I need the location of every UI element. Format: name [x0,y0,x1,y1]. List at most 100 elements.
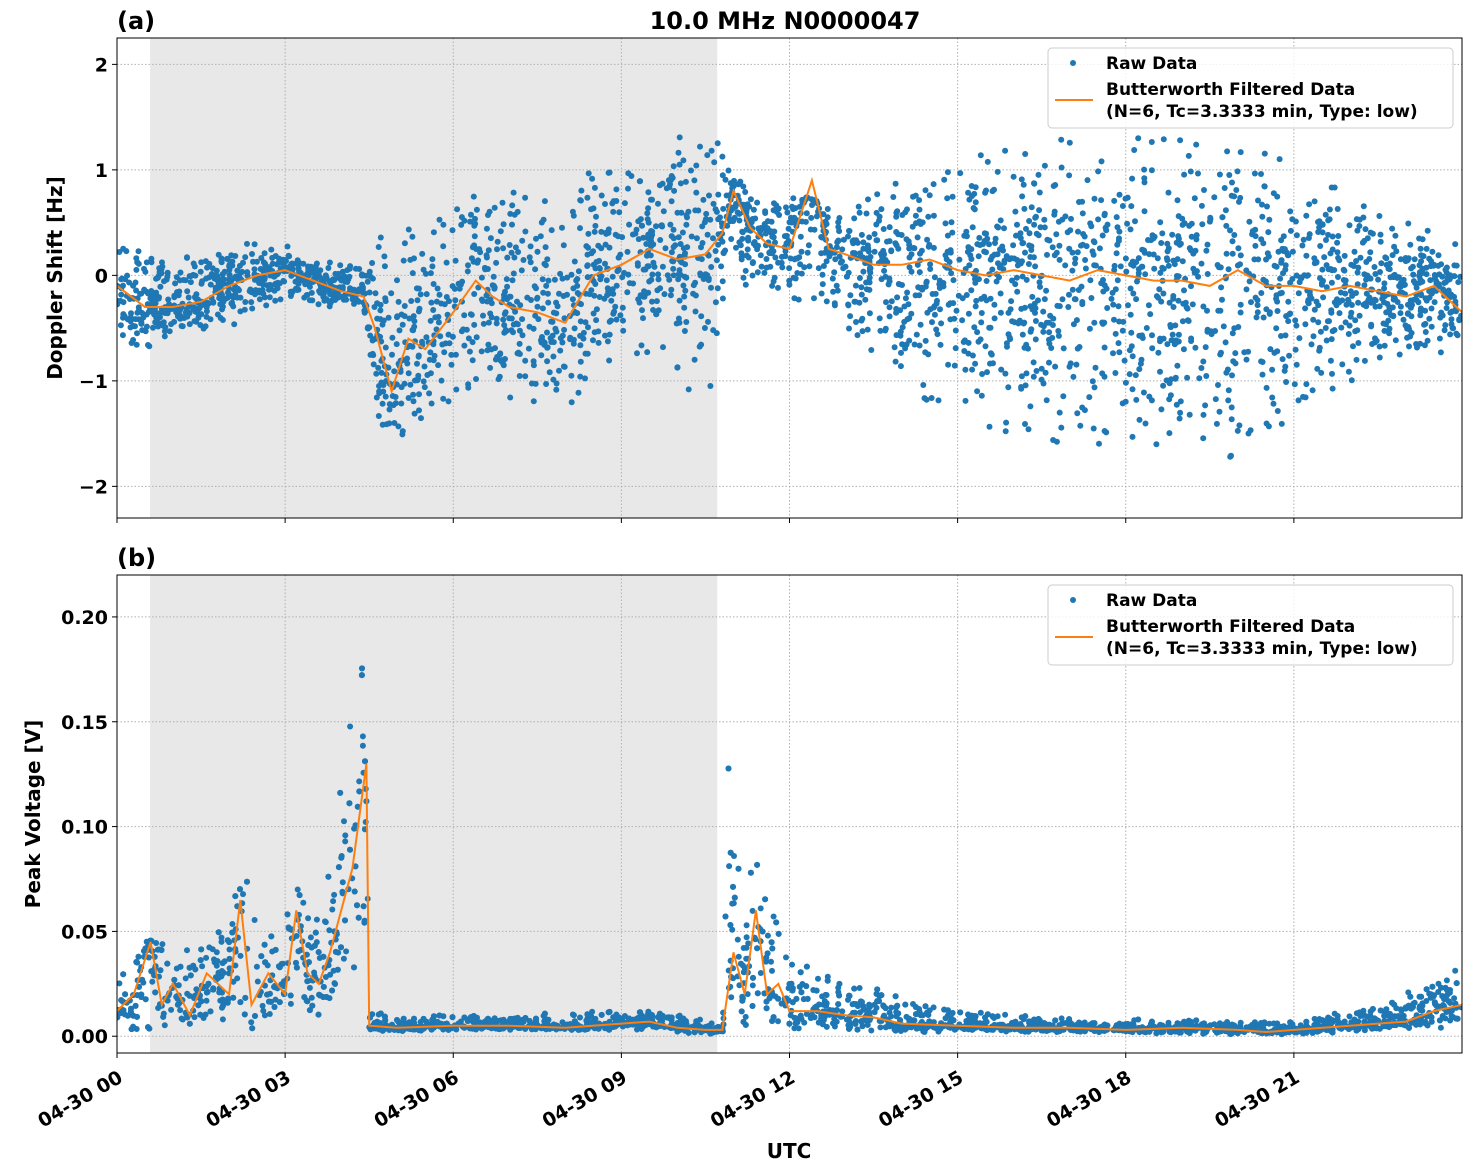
raw-data-point [1280,356,1286,362]
raw-data-point [203,955,209,961]
raw-data-point [248,299,254,305]
raw-data-point [831,269,837,275]
raw-data-point [1215,308,1221,314]
raw-data-point [474,334,480,340]
raw-data-point [1255,198,1261,204]
raw-data-point [158,270,164,276]
raw-data-point [857,275,863,281]
raw-data-point [662,291,668,297]
raw-data-point [584,195,590,201]
raw-data-point [1037,279,1043,285]
raw-data-point [1022,421,1028,427]
raw-data-point [765,218,771,224]
raw-data-point [428,318,434,324]
raw-data-point [473,376,479,382]
raw-data-point [973,303,979,309]
raw-data-point [1357,313,1363,319]
raw-data-point [983,231,989,237]
raw-data-point [645,205,651,211]
raw-data-point [680,157,686,163]
raw-data-point [522,358,528,364]
raw-data-point [1254,314,1260,320]
raw-data-point [1447,331,1453,337]
raw-data-point [498,358,504,364]
raw-data-point [1438,349,1444,355]
raw-data-point [801,264,807,270]
raw-data-point [594,306,600,312]
raw-data-point [622,200,628,206]
raw-data-point [592,229,598,235]
raw-data-point [1134,279,1140,285]
raw-data-point [1355,300,1361,306]
raw-data-point [917,343,923,349]
raw-data-point [198,259,204,265]
raw-data-point [918,285,924,291]
raw-data-point [519,238,525,244]
raw-data-point [1363,303,1369,309]
raw-data-point [1176,273,1182,279]
raw-data-point [1328,358,1334,364]
raw-data-point [217,301,223,307]
raw-data-point [1066,172,1072,178]
raw-data-point [1186,223,1192,229]
raw-data-point [1224,251,1230,257]
raw-data-point [1102,211,1108,217]
raw-data-point [1221,323,1227,329]
raw-data-point [1131,147,1137,153]
raw-data-point [893,181,899,187]
raw-data-point [1405,221,1411,227]
raw-data-point [1058,137,1064,143]
raw-data-point [580,336,586,342]
raw-data-point [510,329,516,335]
raw-data-point [894,332,900,338]
raw-data-point [998,310,1004,316]
raw-data-point [322,275,328,281]
raw-data-point [520,332,526,338]
raw-data-point [522,195,528,201]
raw-data-point [501,221,507,227]
raw-data-point [1176,213,1182,219]
raw-data-point [1135,135,1141,141]
raw-data-point [745,246,751,252]
raw-data-point [325,265,331,271]
raw-data-point [1304,273,1310,279]
raw-data-point [904,290,910,296]
raw-data-point [1217,409,1223,415]
raw-data-point [1181,172,1187,178]
raw-data-point [624,289,630,295]
raw-data-point [657,237,663,243]
raw-data-point [1133,397,1139,403]
raw-data-point [1058,425,1064,431]
raw-data-point [341,273,347,279]
raw-data-point [1100,233,1106,239]
raw-data-point [155,324,161,330]
raw-data-point [1349,302,1355,308]
raw-data-point [616,209,622,215]
raw-data-point [272,273,278,279]
raw-data-point [1144,325,1150,331]
raw-data-point [262,261,268,267]
raw-data-point [1018,230,1024,236]
raw-data-point [1123,380,1129,386]
raw-data-point [1088,295,1094,301]
raw-data-point [486,320,492,326]
raw-data-point [134,330,140,336]
raw-data-point [371,361,377,367]
raw-data-point [1238,252,1244,258]
raw-data-point [593,214,599,220]
raw-data-point [431,229,437,235]
raw-data-point [447,340,453,346]
raw-data-point [683,319,689,325]
raw-data-point [953,345,959,351]
raw-data-point [1252,243,1258,249]
raw-data-point [1116,349,1122,355]
raw-data-point [713,206,719,212]
raw-data-point [504,255,510,261]
raw-data-point [485,212,491,218]
raw-data-point [887,313,893,319]
raw-data-point [1401,317,1407,323]
raw-data-point [1122,358,1128,364]
raw-data-point [973,184,979,190]
raw-data-point [677,320,683,326]
raw-data-point [920,382,926,388]
